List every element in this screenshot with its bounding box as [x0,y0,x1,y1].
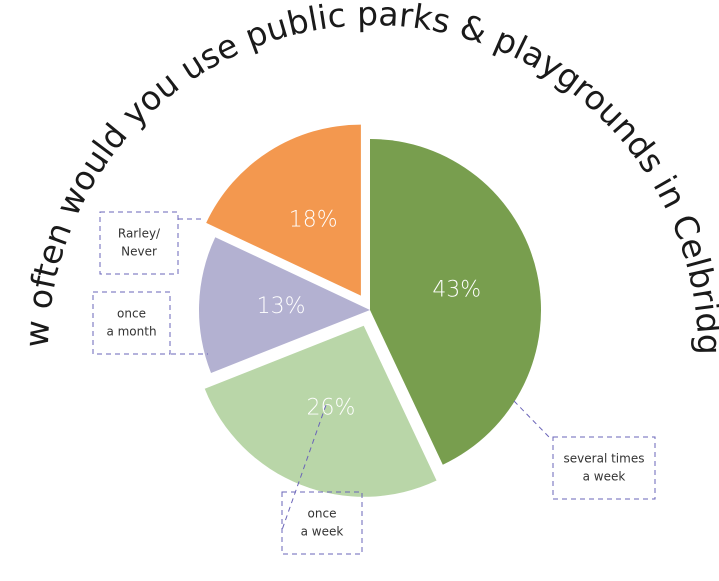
category-label-line: several times [564,452,645,466]
category-label-line: a month [106,325,156,339]
leader-line-several-times-a-week [513,400,550,438]
percentage-label-several-times-a-week: 43% [432,278,481,303]
pie-slice-several-times-a-week [370,139,541,465]
percentage-label-once-a-month: 13% [257,294,306,319]
category-label-line: once [308,507,337,521]
callout-box-once-a-month [92,291,171,355]
callout-box-once-a-week [281,491,363,555]
pie-slice-once-a-month [198,237,370,373]
percentage-labels: 43% 26% 13% 18% [257,208,482,421]
pie-slices [198,124,541,497]
callout-box-rarley-never [99,211,179,275]
category-callouts: several times a week once a week once a month… [92,211,656,555]
category-label-rarley-never: Rarley/Never [118,227,161,259]
callout-box-several-times-a-week [552,436,656,500]
category-label-line: Rarley/ [118,227,161,241]
pie-slice-rarley-never [206,124,361,296]
percentage-label-once-a-week: 26% [307,395,356,420]
percentage-label-rarley-never: 18% [289,208,338,233]
category-label-several-times-a-week: several times a week [564,452,645,484]
category-label-line: Never [121,245,157,259]
category-label-line: a week [583,470,626,484]
category-label-line: a week [301,525,344,539]
pie-slice-once-a-week [204,325,437,497]
category-label-once-a-week: once a week [301,507,344,539]
leader-line-once-a-week [281,404,327,531]
category-label-line: once [117,307,146,321]
category-label-once-a-month: once a month [106,307,156,339]
